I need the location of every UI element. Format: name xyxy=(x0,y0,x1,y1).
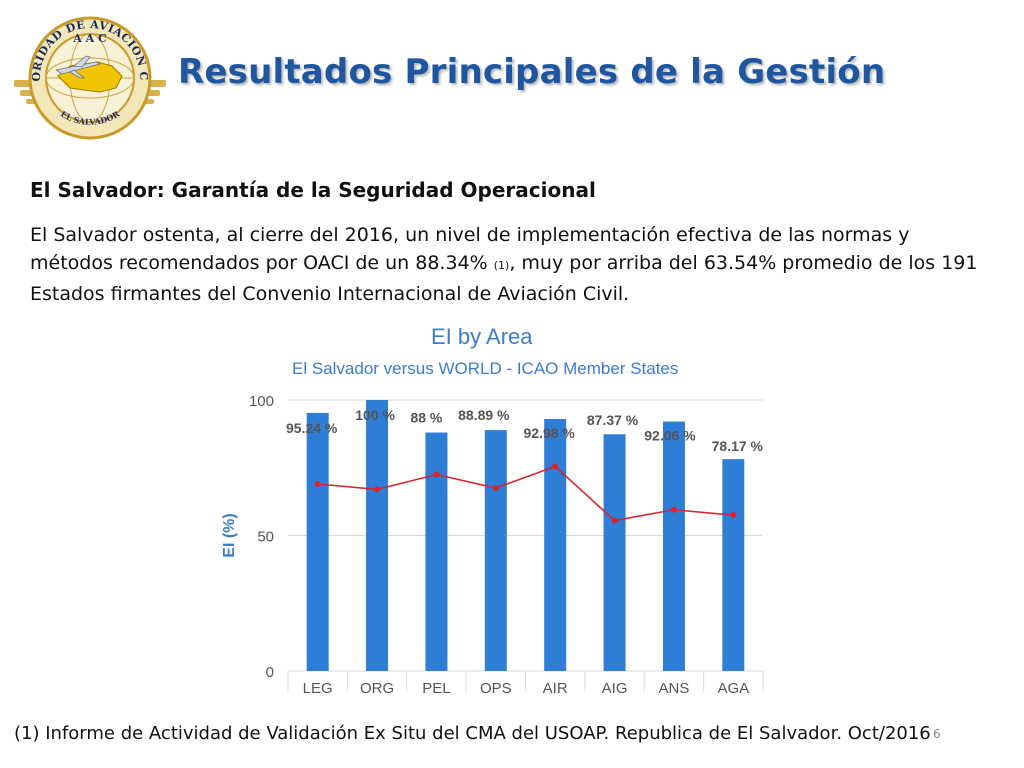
bar xyxy=(603,434,626,671)
bar xyxy=(722,459,745,671)
body-paragraph: El Salvador ostenta, al cierre del 2016,… xyxy=(30,221,998,308)
bar xyxy=(306,412,329,671)
footnote: (1) Informe de Actividad de Validación E… xyxy=(14,723,931,744)
world-average-point xyxy=(314,481,321,488)
reference-marker: (1) xyxy=(493,259,510,272)
axis-layer: 0 50 100 LEG ORG PEL OPS AIR AIG ANS AGA xyxy=(249,393,764,697)
x-tick-label: AIR xyxy=(543,680,568,697)
ei-by-area-chart: EI by Area El Salvador versus WORLD - IC… xyxy=(221,324,764,697)
world-average-point xyxy=(433,471,440,478)
world-average-point xyxy=(730,512,737,519)
bar xyxy=(544,419,567,671)
line-layer xyxy=(314,463,737,524)
world-average-point xyxy=(374,486,381,493)
bar xyxy=(484,430,507,671)
x-tick-label: ORG xyxy=(360,680,394,697)
label-layer: 95.24 % 100 % 88 % 88.89 % 92.98 % 87.37 % 92.… xyxy=(286,407,764,454)
paragraph-part1: El Salvador ostenta, al cierre del 2016,… xyxy=(30,224,910,274)
bar-data-label: 87.37 % xyxy=(587,412,639,428)
slide-title: Resultados Principales de la Gestión xyxy=(178,52,886,92)
bar xyxy=(425,432,448,671)
bar-layer xyxy=(306,400,745,671)
chart-subtitle: El Salvador versus WORLD - ICAO Member S… xyxy=(292,359,678,378)
world-average-point xyxy=(492,485,499,492)
bar-data-label: 92.98 % xyxy=(524,425,576,441)
world-average-point xyxy=(611,517,618,524)
bar-data-label: 100 % xyxy=(355,407,395,423)
world-average-point xyxy=(552,463,559,470)
x-tick-label: AIG xyxy=(602,680,628,697)
y-tick-label: 100 xyxy=(249,393,274,410)
chart-title: EI by Area xyxy=(431,324,533,349)
bar-data-label: 95.24 % xyxy=(286,420,338,436)
world-average-line xyxy=(317,465,734,522)
paragraph-part2: , muy por arriba del 63.54% promedio de … xyxy=(30,252,978,305)
bar xyxy=(366,400,389,671)
bar-data-label: 78.17 % xyxy=(712,438,764,454)
bar-data-label: 92.06 % xyxy=(644,428,696,444)
x-tick-label: ANS xyxy=(659,680,690,697)
airplane-icon xyxy=(54,55,102,79)
bar-data-label: 88.89 % xyxy=(458,407,510,423)
y-axis-label: EI (%) xyxy=(221,513,238,557)
world-average-point xyxy=(670,506,677,513)
y-tick-label: 0 xyxy=(266,664,274,681)
bar-data-label: 88 % xyxy=(410,410,442,426)
logo-center-text: A A C xyxy=(72,32,107,45)
bar xyxy=(662,421,685,671)
page-number: 6 xyxy=(933,727,941,741)
x-tick-label: OPS xyxy=(480,680,512,697)
section-subtitle: El Salvador: Garantía de la Seguridad Op… xyxy=(30,178,596,202)
aac-logo: AUTORIDAD DE AVIACION CIVIL A A C EL SAL… xyxy=(6,0,168,146)
x-tick-label: LEG xyxy=(303,680,333,697)
x-tick-label: PEL xyxy=(422,680,450,697)
x-tick-label: AGA xyxy=(717,680,749,697)
y-tick-label: 50 xyxy=(257,529,274,546)
